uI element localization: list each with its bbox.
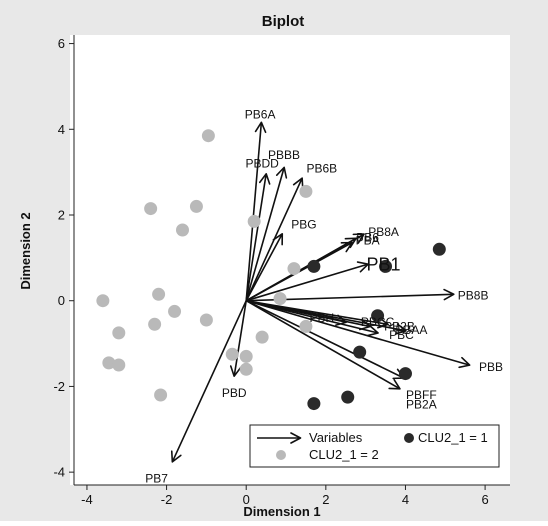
cluster2-point [152, 288, 165, 301]
cluster1-point [399, 367, 412, 380]
cluster1-point [341, 391, 354, 404]
cluster1-point [307, 260, 320, 273]
legend-label-variables: Variables [309, 430, 363, 445]
cluster2-point [248, 215, 261, 228]
legend-label-cluster2: CLU2_1 = 2 [309, 447, 379, 462]
variable-label-pb6b: PB6B [307, 162, 338, 176]
variable-label-pb1: PB1 [367, 254, 401, 274]
variable-label-pbbb: PBBB [268, 148, 300, 162]
variable-label-pb2a: PB2A [406, 397, 437, 411]
y-axis-label: Dimension 2 [18, 212, 33, 289]
cluster1-point [353, 346, 366, 359]
x-tick-label: 2 [322, 492, 329, 507]
cluster2-point [240, 350, 253, 363]
cluster2-point [287, 262, 300, 275]
x-tick-label: -2 [161, 492, 173, 507]
cluster1-point [307, 397, 320, 410]
cluster2-point [202, 129, 215, 142]
legend-label-cluster1: CLU2_1 = 1 [418, 430, 488, 445]
cluster2-point [274, 292, 287, 305]
cluster2-point [200, 314, 213, 327]
y-tick-label: 6 [58, 36, 65, 51]
cluster2-point [168, 305, 181, 318]
cluster2-point [299, 185, 312, 198]
variable-label-pb8b: PB8B [458, 289, 489, 303]
y-tick-label: 0 [58, 293, 65, 308]
variable-label-pbaa: PBAA [395, 323, 427, 337]
cluster2-point [154, 389, 167, 402]
cluster2-point [256, 331, 269, 344]
legend-swatch-cluster1 [404, 433, 414, 443]
variable-label-pbb: PBB [479, 360, 503, 374]
cluster2-point [148, 318, 161, 331]
plot-area [70, 35, 510, 485]
chart-title: Biplot [262, 13, 305, 30]
cluster2-point [144, 202, 157, 215]
cluster2-point [96, 294, 109, 307]
x-axis-label: Dimension 1 [243, 504, 320, 519]
cluster2-point [240, 363, 253, 376]
cluster2-point [112, 359, 125, 372]
x-tick-label: -4 [81, 492, 93, 507]
cluster2-point [176, 224, 189, 237]
variable-label-pbg: PBG [291, 217, 316, 231]
variable-label-pb6: PB6 [356, 230, 379, 244]
legend-swatch-cluster2 [276, 450, 286, 460]
variable-label-pb7: PB7 [145, 472, 168, 486]
y-tick-label: -2 [53, 379, 65, 394]
x-tick-label: 6 [481, 492, 488, 507]
y-tick-label: 4 [58, 122, 65, 137]
variable-label-pb6a: PB6A [245, 107, 276, 121]
y-tick-label: -4 [53, 465, 65, 480]
cluster2-point [112, 326, 125, 339]
legend: Variables CLU2_1 = 1 CLU2_1 = 2 [250, 425, 499, 467]
cluster1-point [433, 243, 446, 256]
y-tick-label: 2 [58, 208, 65, 223]
cluster2-point [226, 348, 239, 361]
x-tick-label: 4 [402, 492, 409, 507]
cluster2-point [190, 200, 203, 213]
variable-label-pbh: PBH [310, 311, 335, 325]
variable-label-pbd: PBD [222, 386, 247, 400]
